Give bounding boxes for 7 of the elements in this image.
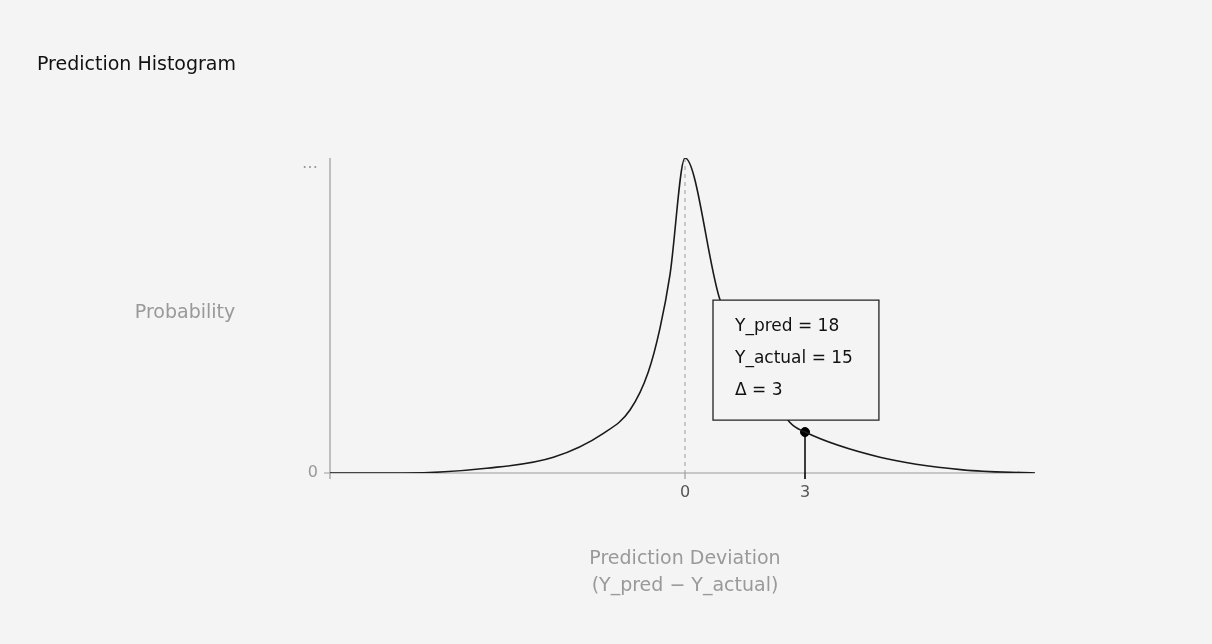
annotation: Y_pred = 18 Y_actual = 15 Δ = 3 xyxy=(734,315,853,400)
x-tick-label: 3 xyxy=(799,481,811,501)
x-axis-title: Prediction Deviation (Y_pred − Y_actual) xyxy=(588,545,782,598)
text: Prediction Histogram xyxy=(37,52,236,74)
y-axis-title: Probability xyxy=(133,300,237,322)
text: … xyxy=(302,153,318,173)
text: 0 xyxy=(307,462,318,482)
